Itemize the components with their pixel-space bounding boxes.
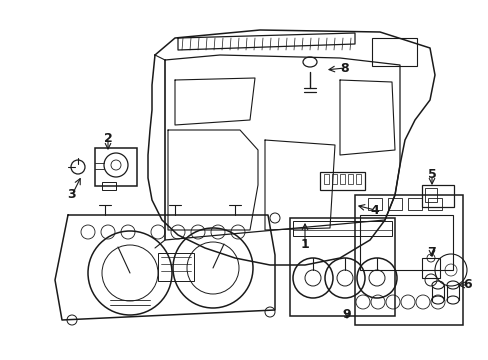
Text: 5: 5 — [427, 168, 435, 181]
Text: 1: 1 — [300, 238, 309, 252]
Bar — [95, 148, 137, 186]
Text: 9: 9 — [342, 309, 350, 321]
Bar — [387, 198, 401, 210]
Bar — [289, 218, 394, 316]
Bar — [319, 172, 364, 190]
Text: 8: 8 — [340, 62, 348, 75]
Bar — [347, 174, 352, 184]
Bar — [339, 174, 345, 184]
Bar — [427, 198, 441, 210]
Bar — [292, 221, 391, 236]
Bar — [158, 253, 194, 281]
Bar — [421, 185, 453, 207]
Text: 4: 4 — [370, 203, 379, 216]
Bar — [324, 174, 328, 184]
Bar — [367, 198, 381, 210]
Bar — [424, 188, 436, 202]
Bar — [359, 215, 452, 270]
Bar — [354, 195, 462, 325]
Bar — [331, 174, 336, 184]
Bar — [355, 174, 360, 184]
Bar — [102, 182, 116, 190]
Bar — [421, 258, 439, 278]
Text: 7: 7 — [427, 246, 435, 258]
Text: 3: 3 — [67, 189, 76, 202]
Bar — [371, 38, 416, 66]
Text: 6: 6 — [463, 279, 471, 292]
Bar — [407, 198, 421, 210]
Text: 2: 2 — [103, 131, 112, 144]
